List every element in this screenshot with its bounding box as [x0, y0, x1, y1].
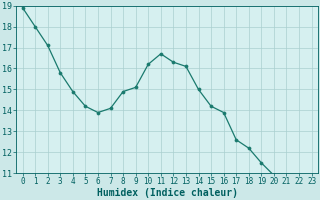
X-axis label: Humidex (Indice chaleur): Humidex (Indice chaleur) [97, 188, 237, 198]
